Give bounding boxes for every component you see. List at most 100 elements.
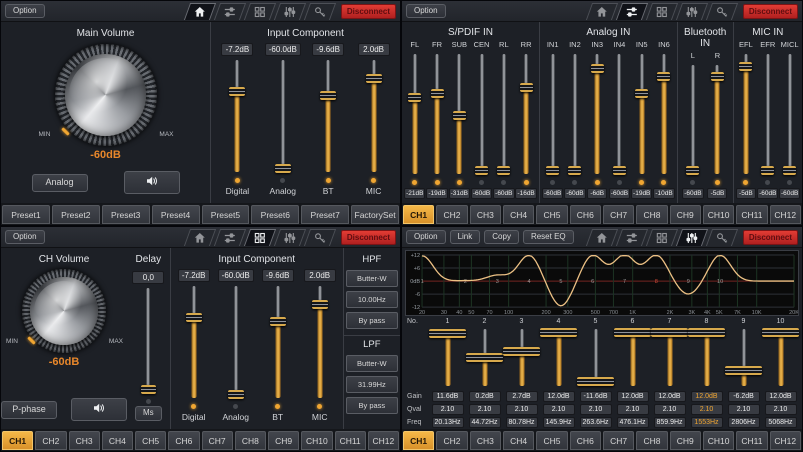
- level-slider[interactable]: [365, 59, 382, 173]
- disconnect-button[interactable]: Disconnect: [742, 229, 798, 245]
- nav-tab-mixer[interactable]: [213, 228, 246, 246]
- nav-tab-routing[interactable]: [243, 228, 276, 246]
- option-button[interactable]: Option: [406, 3, 446, 19]
- nav-tab-key[interactable]: [303, 228, 336, 246]
- disconnect-button[interactable]: Disconnect: [742, 3, 798, 19]
- copy-button[interactable]: Copy: [484, 229, 519, 245]
- channel-tab[interactable]: CH2: [436, 205, 468, 224]
- level-slider[interactable]: [311, 285, 328, 399]
- channel-tab[interactable]: CH4: [502, 205, 535, 224]
- nav-tab-routing[interactable]: [645, 2, 678, 20]
- level-slider[interactable]: [761, 53, 775, 175]
- channel-tab[interactable]: CH6: [168, 431, 200, 450]
- nav-tab-key[interactable]: [303, 2, 336, 20]
- channel-tab[interactable]: CH2: [35, 431, 67, 450]
- slider-handle[interactable]: [365, 73, 382, 83]
- slider-handle[interactable]: [688, 328, 725, 338]
- channel-tab[interactable]: CH9: [669, 205, 701, 224]
- preset-tab[interactable]: FactorySet: [351, 205, 399, 224]
- option-button[interactable]: Option: [5, 229, 45, 245]
- level-slider[interactable]: [475, 53, 489, 175]
- disconnect-button[interactable]: Disconnect: [340, 229, 396, 245]
- slider-handle[interactable]: [269, 316, 286, 326]
- slider-handle[interactable]: [274, 164, 291, 173]
- delay-slider[interactable]: [140, 287, 156, 395]
- ch-volume-knob[interactable]: MIN MAX: [6, 269, 123, 353]
- channel-tab[interactable]: CH5: [536, 205, 568, 224]
- link-button[interactable]: Link: [449, 229, 481, 245]
- hpf-type-button[interactable]: Butter-W: [345, 270, 398, 287]
- nav-tab-eq[interactable]: [675, 2, 708, 20]
- slider-handle[interactable]: [546, 166, 560, 175]
- channel-tab[interactable]: CH5: [536, 431, 568, 450]
- level-slider[interactable]: [590, 53, 604, 175]
- mute-button[interactable]: [123, 171, 180, 194]
- disconnect-button[interactable]: Disconnect: [340, 3, 396, 19]
- channel-tab[interactable]: CH9: [669, 431, 701, 450]
- nav-tab-mixer[interactable]: [615, 228, 648, 246]
- channel-tab[interactable]: CH5: [135, 431, 167, 450]
- channel-tab[interactable]: CH6: [569, 205, 601, 224]
- slider-handle[interactable]: [590, 64, 604, 74]
- slider-handle[interactable]: [635, 88, 649, 98]
- nav-tab-home[interactable]: [585, 228, 618, 246]
- channel-tab[interactable]: CH9: [268, 431, 300, 450]
- slider-handle[interactable]: [185, 313, 202, 322]
- lpf-bypass-button[interactable]: By pass: [345, 397, 398, 414]
- nav-tab-mixer[interactable]: [615, 2, 648, 20]
- nav-tab-routing[interactable]: [645, 228, 678, 246]
- channel-tab[interactable]: CH3: [68, 431, 100, 450]
- level-slider[interactable]: [568, 53, 582, 175]
- slider-handle[interactable]: [739, 62, 753, 72]
- slider-handle[interactable]: [466, 352, 503, 362]
- slider-handle[interactable]: [612, 166, 626, 175]
- nav-tab-eq[interactable]: [273, 2, 306, 20]
- lpf-type-button[interactable]: Butter-W: [345, 355, 398, 372]
- preset-tab[interactable]: Preset2: [51, 205, 100, 224]
- band-gain-slider[interactable]: [540, 328, 577, 387]
- channel-tab[interactable]: CH10: [702, 431, 735, 450]
- channel-tab[interactable]: CH2: [436, 431, 468, 450]
- nav-tab-eq[interactable]: [273, 228, 306, 246]
- slider-handle[interactable]: [519, 83, 533, 93]
- band-gain-slider[interactable]: [688, 328, 725, 387]
- nav-tab-routing[interactable]: [243, 2, 276, 20]
- channel-tab[interactable]: CH12: [367, 431, 399, 450]
- slider-handle[interactable]: [614, 328, 651, 338]
- channel-tab[interactable]: CH8: [636, 205, 668, 224]
- channel-tab[interactable]: CH1: [403, 205, 435, 224]
- level-slider[interactable]: [783, 53, 797, 175]
- level-slider[interactable]: [546, 53, 560, 175]
- slider-handle[interactable]: [408, 92, 422, 102]
- channel-tab[interactable]: CH3: [469, 205, 501, 224]
- nav-tab-eq[interactable]: [675, 228, 708, 246]
- level-slider[interactable]: [519, 53, 533, 175]
- slider-handle[interactable]: [140, 385, 156, 395]
- channel-tab[interactable]: CH7: [602, 431, 635, 450]
- slider-handle[interactable]: [311, 299, 328, 309]
- level-slider[interactable]: [686, 64, 700, 175]
- slider-handle[interactable]: [430, 88, 444, 98]
- channel-tab[interactable]: CH12: [769, 205, 801, 224]
- reset-eq-button[interactable]: Reset EQ: [522, 229, 574, 245]
- level-slider[interactable]: [739, 53, 753, 175]
- channel-tab[interactable]: CH3: [469, 431, 501, 450]
- level-slider[interactable]: [452, 53, 466, 175]
- option-button[interactable]: Option: [5, 3, 45, 19]
- slider-handle[interactable]: [320, 90, 337, 100]
- slider-handle[interactable]: [540, 328, 577, 338]
- slider-handle[interactable]: [577, 377, 614, 387]
- channel-tab[interactable]: CH7: [602, 205, 635, 224]
- slider-handle[interactable]: [229, 87, 246, 96]
- hpf-freq-button[interactable]: 10.00Hz: [345, 291, 398, 308]
- delay-unit-button[interactable]: Ms: [135, 406, 162, 421]
- channel-tab[interactable]: CH1: [403, 431, 435, 450]
- band-gain-slider[interactable]: [725, 328, 762, 387]
- level-slider[interactable]: [229, 59, 246, 173]
- level-slider[interactable]: [269, 285, 286, 399]
- level-slider[interactable]: [227, 285, 244, 399]
- preset-tab[interactable]: Preset4: [151, 205, 200, 224]
- slider-handle[interactable]: [710, 72, 724, 82]
- slider-handle[interactable]: [227, 390, 244, 399]
- slider-handle[interactable]: [783, 166, 797, 175]
